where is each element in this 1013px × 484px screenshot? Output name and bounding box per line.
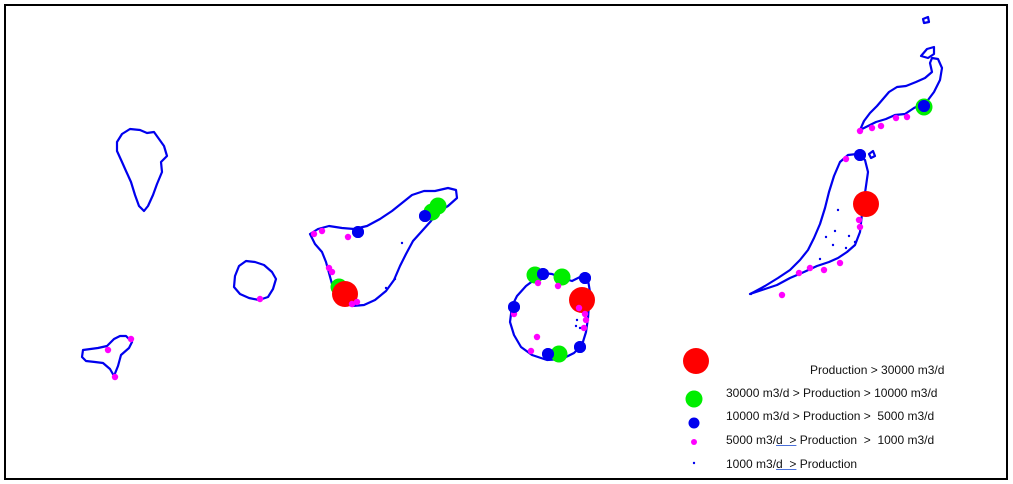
legend-label-tiny: 5000 m3/d > Production > 1000 m3/d <box>726 433 935 447</box>
plant-marker-micro <box>824 235 828 239</box>
plant-marker-micro <box>749 292 753 296</box>
plant-marker-tiny <box>344 233 352 241</box>
plant-marker-large <box>569 287 595 313</box>
plant-marker-small-overlay <box>542 348 554 360</box>
plant-marker-tiny <box>554 282 562 290</box>
coastline-fuerteventura <box>748 152 870 296</box>
plant-marker-micro <box>384 286 388 290</box>
plant-marker-tiny <box>795 269 803 277</box>
plant-marker-tiny <box>778 291 786 299</box>
plant-marker-medium <box>550 345 568 363</box>
plant-marker-tiny <box>533 333 541 341</box>
plant-marker-tiny <box>836 259 844 267</box>
plant-marker-tiny <box>877 122 885 130</box>
plant-marker-micro <box>575 318 579 322</box>
plant-marker-small-overlay <box>537 268 549 280</box>
map-frame: Production > 30000 m3/d 30000 m3/d > Prod… <box>4 4 1008 480</box>
plant-marker-small-overlay <box>854 149 866 161</box>
plant-marker-tiny <box>582 316 590 324</box>
plant-marker-tiny <box>348 300 356 308</box>
legend-marker-tiny <box>691 439 697 445</box>
plant-marker-micro <box>836 208 840 212</box>
plant-marker-large <box>332 281 358 307</box>
plant-marker-tiny <box>534 279 542 287</box>
plant-marker-small-overlay <box>918 100 930 112</box>
plant-marker-tiny <box>856 223 864 231</box>
legend-marker-large <box>683 348 709 374</box>
plant-marker-small-overlay <box>574 341 586 353</box>
plant-marker-micro <box>818 257 822 261</box>
plant-marker-micro <box>393 277 397 281</box>
plant-marker-tiny <box>581 310 589 318</box>
legend-marker-micro <box>692 461 696 465</box>
plant-marker-medium <box>553 268 571 286</box>
plant-marker-tiny <box>868 124 876 132</box>
legend-label-medium: 30000 m3/d > Production > 10000 m3/d <box>726 386 938 400</box>
plant-marker-tiny <box>310 230 318 238</box>
plant-marker-medium <box>429 197 447 215</box>
plant-marker-micro <box>831 243 835 247</box>
plant-marker-tiny <box>842 155 850 163</box>
coastline-el-hierro <box>80 334 134 378</box>
plant-marker-micro <box>400 241 404 245</box>
coastline-lanzarote <box>858 56 944 132</box>
plant-marker-tiny <box>127 335 135 343</box>
coastline-la-gomera <box>232 259 278 302</box>
plant-marker-small-overlay <box>579 272 591 284</box>
coastline-alegranza-islet <box>921 15 931 25</box>
plant-marker-micro <box>844 246 848 250</box>
plant-marker-tiny <box>892 114 900 122</box>
plant-marker-tiny <box>325 264 333 272</box>
legend-label-micro: 1000 m3/d > Production <box>726 457 858 471</box>
plant-marker-tiny <box>855 216 863 224</box>
plant-marker-micro <box>833 229 837 233</box>
plant-marker-tiny <box>806 264 814 272</box>
canary-islands-map <box>80 15 944 465</box>
coastline-la-palma <box>115 127 169 213</box>
coastline-lanzarote-tip <box>919 45 936 60</box>
plant-marker-tiny <box>256 295 264 303</box>
plant-marker-large <box>853 191 879 217</box>
plant-marker-tiny <box>353 298 361 306</box>
plant-marker-small-overlay <box>419 210 431 222</box>
plant-marker-small-overlay <box>352 226 364 238</box>
coastline-lobos-islet <box>867 149 877 160</box>
plant-marker-small-overlay <box>508 301 520 313</box>
plant-marker-tiny <box>104 346 112 354</box>
legend-label-small: 10000 m3/d > Production > 5000 m3/d <box>726 409 935 423</box>
plant-marker-micro <box>847 234 851 238</box>
legend-label-large: Production > 30000 m3/d <box>810 363 945 377</box>
plant-marker-tiny <box>527 347 535 355</box>
plant-marker-tiny <box>580 324 588 332</box>
legend-marker-medium <box>685 390 703 408</box>
legend-marker-small <box>688 417 700 429</box>
plant-marker-tiny <box>318 227 326 235</box>
plant-marker-tiny <box>111 373 119 381</box>
plant-marker-micro <box>853 240 857 244</box>
plant-marker-micro <box>574 324 578 328</box>
plant-marker-micro <box>578 326 582 330</box>
plant-marker-tiny <box>903 113 911 121</box>
plant-marker-tiny <box>820 266 828 274</box>
plant-marker-tiny <box>575 304 583 312</box>
plant-marker-tiny <box>856 127 864 135</box>
